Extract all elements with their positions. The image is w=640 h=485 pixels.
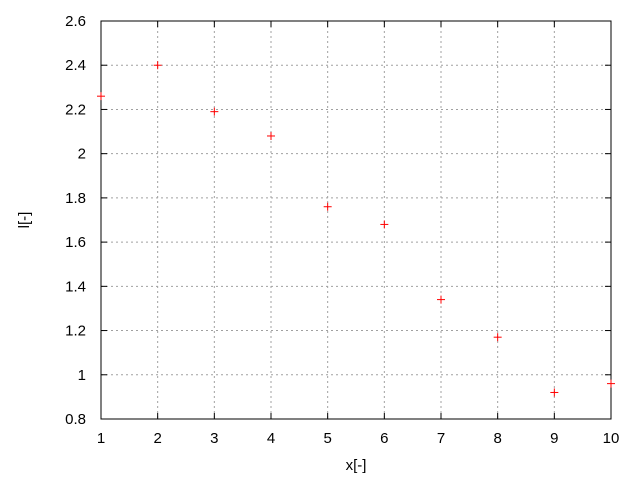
x-tick-label: 7 [437, 430, 445, 447]
x-tick-label: 3 [210, 430, 218, 447]
ticks: 1 2 3 4 5 6 7 8 9 10 0.8 1 1.2 1.4 1.6 1.8 2 2.2 2.4 2.6 [65, 13, 619, 447]
x-tick-label: 5 [323, 430, 331, 447]
plot-border [100, 20, 612, 420]
y-tick-label: 2.4 [65, 57, 86, 74]
data-point [437, 295, 445, 304]
x-tick-label: 2 [153, 430, 161, 447]
x-tick-label: 1 [97, 430, 105, 447]
y-tick-label: 0.8 [65, 411, 86, 428]
y-axis-label: l[-] [16, 212, 33, 229]
data-points [97, 61, 615, 397]
y-tick-label: 1 [78, 367, 86, 384]
x-tick-label: 6 [380, 430, 388, 447]
y-tick-label: 2 [78, 146, 86, 163]
x-tick-label: 8 [493, 430, 501, 447]
data-point [607, 379, 615, 388]
data-point [97, 92, 105, 101]
data-point [550, 388, 559, 397]
y-tick-label: 1.4 [65, 278, 86, 295]
x-tick-label: 10 [603, 430, 620, 447]
x-axis-label: x[-] [346, 457, 367, 474]
data-point [267, 131, 275, 140]
data-point [323, 202, 332, 211]
y-tick-label: 2.6 [65, 13, 86, 30]
x-tick-label: 9 [550, 430, 558, 447]
y-tick-label: 1.2 [65, 323, 86, 340]
data-point [380, 220, 389, 229]
y-tick-label: 2.2 [65, 101, 86, 118]
data-point [210, 107, 219, 116]
data-point [493, 333, 502, 342]
y-tick-label: 1.6 [65, 234, 86, 251]
x-tick-label: 4 [267, 430, 275, 447]
data-point [153, 61, 162, 70]
grid [101, 21, 611, 419]
y-tick-label: 1.8 [65, 190, 86, 207]
